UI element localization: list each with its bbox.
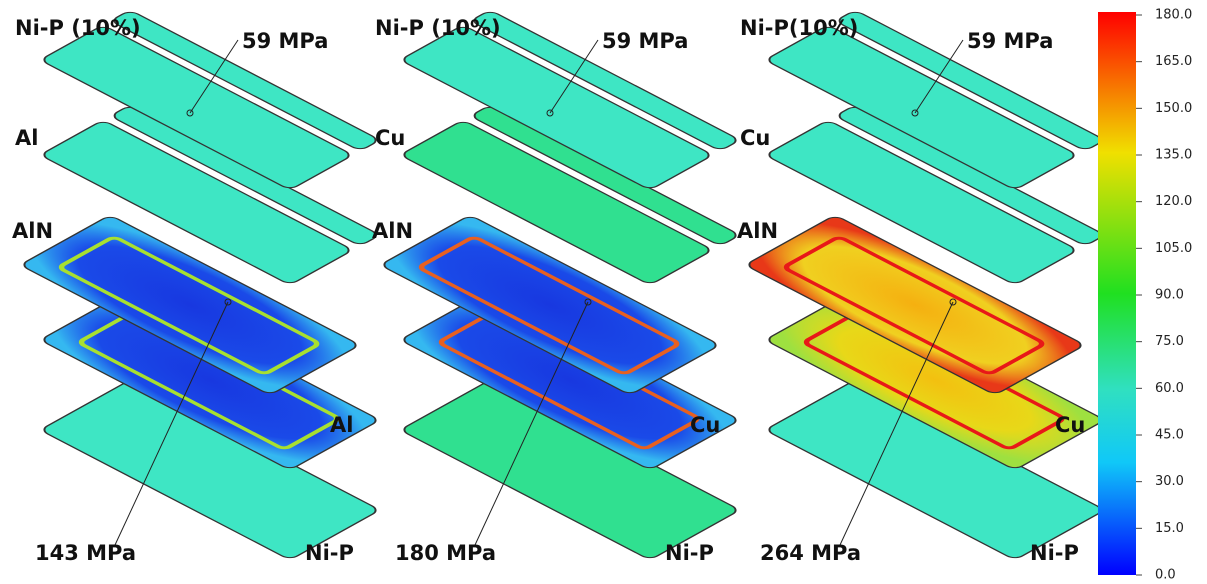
label: Ni-P(10%) — [740, 16, 858, 40]
label: 143 MPa — [35, 541, 136, 565]
label: Ni-P — [305, 541, 354, 565]
label: AlN — [12, 219, 53, 243]
label: 59 MPa — [967, 29, 1053, 53]
colorbar-label: 75.0 — [1155, 334, 1184, 349]
colorbar-label: 60.0 — [1155, 381, 1184, 396]
colorbar-label: 120.0 — [1155, 194, 1192, 209]
colorbar-label: 15.0 — [1155, 521, 1184, 536]
colorbar-label: 135.0 — [1155, 148, 1192, 163]
label: Cu — [375, 126, 405, 150]
label: 59 MPa — [242, 29, 328, 53]
label: Cu — [740, 126, 770, 150]
colorbar-label: 90.0 — [1155, 288, 1184, 303]
label: Ni-P — [665, 541, 714, 565]
label: 264 MPa — [760, 541, 861, 565]
colorbar — [1098, 12, 1136, 575]
plates — [20, 10, 1105, 560]
colorbar-label: 150.0 — [1155, 101, 1192, 116]
colorbar-label: 180.0 — [1155, 8, 1192, 23]
label: Ni-P (10%) — [15, 16, 141, 40]
colorbar-label: 105.0 — [1155, 241, 1192, 256]
colorbar-label: 0.0 — [1155, 568, 1176, 583]
label: Ni-P — [1030, 541, 1079, 565]
label: 180 MPa — [395, 541, 496, 565]
colorbar-label: 165.0 — [1155, 54, 1192, 69]
label: Cu — [690, 413, 720, 437]
label: AlN — [737, 219, 778, 243]
label: 59 MPa — [602, 29, 688, 53]
colorbar-label: 30.0 — [1155, 474, 1184, 489]
figure: Ni-P (10%) 59 MPa Al AlN Al 143 MPa Ni-P Ni-P (… — [0, 0, 1207, 584]
colorbar-label: 45.0 — [1155, 428, 1184, 443]
label: Al — [15, 126, 38, 150]
label: AlN — [372, 219, 413, 243]
label: Ni-P (10%) — [375, 16, 501, 40]
label: Al — [330, 413, 353, 437]
label: Cu — [1055, 413, 1085, 437]
